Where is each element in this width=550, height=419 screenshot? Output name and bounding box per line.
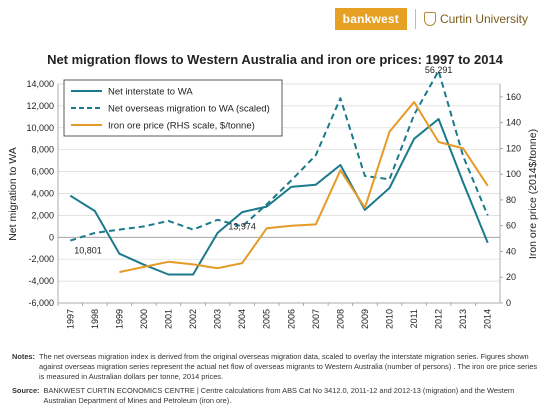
source-label: Source: (12, 386, 40, 395)
left-tick-label: 0 (49, 232, 54, 242)
x-tick-label: 2003 (213, 309, 223, 329)
legend-label: Net overseas migration to WA (scaled) (108, 104, 270, 115)
right-axis-ticks: 0 20 40 60 80 100 120 140 160 (500, 92, 521, 308)
annotation-layer: 10,801 13,974 56,291 (74, 65, 452, 256)
notes-text: The net overseas migration index is deri… (39, 352, 538, 381)
x-tick-label: 2002 (188, 309, 198, 329)
right-tick-label: 160 (506, 92, 521, 102)
x-tick-label: 2014 (483, 309, 493, 329)
x-tick-label: 2009 (360, 309, 370, 329)
right-tick-label: 0 (506, 298, 511, 308)
x-tick-label: 1998 (90, 309, 100, 329)
left-tick-label: 14,000 (26, 79, 54, 89)
legend-label: Net interstate to WA (108, 87, 193, 98)
left-tick-label: 12,000 (26, 101, 54, 111)
curtin-logo-text: Curtin University (439, 12, 528, 26)
annotation-label: 56,291 (425, 65, 453, 75)
left-tick-label: 6,000 (31, 167, 54, 177)
legend-box (63, 79, 283, 137)
x-tick-label: 2007 (311, 309, 321, 329)
left-tick-label: 4,000 (31, 189, 54, 199)
legend-label: Iron ore price (RHS scale, $/tonne) (108, 121, 255, 132)
right-tick-label: 100 (506, 169, 521, 179)
header-logos: bankwest Curtin University (334, 8, 528, 30)
curtin-crest-icon (423, 12, 436, 26)
left-tick-label: 10,000 (26, 123, 54, 133)
right-tick-label: 20 (506, 272, 516, 282)
left-tick-label: 2,000 (31, 210, 54, 220)
x-axis-ticks: 1997 1998 1999 2000 2001 2002 2003 2004 2005 2006… (57, 303, 493, 329)
series-layer (69, 69, 489, 276)
y-axis-label: Net migration to WA (7, 147, 19, 241)
left-tick-label: -2,000 (28, 254, 54, 264)
series-line-net-overseas (70, 69, 489, 242)
left-tick-label: -4,000 (28, 276, 54, 286)
x-tick-label: 2012 (434, 309, 444, 329)
logo-divider (414, 9, 416, 29)
x-tick-label: 1999 (114, 309, 124, 329)
series-line-iron-ore (119, 101, 489, 274)
notes-label: Notes: (12, 352, 35, 361)
curtin-logo: Curtin University (423, 12, 528, 26)
x-tick-label: 2010 (385, 309, 395, 329)
y2-axis-label: Iron ore price (2014$/tonne) (527, 129, 539, 259)
notes-block: Notes: The net overseas migration index … (12, 352, 540, 406)
left-tick-label: -6,000 (28, 298, 54, 308)
x-tick-label: 2004 (237, 309, 247, 329)
x-tick-label: 1997 (65, 309, 75, 329)
x-tick-label: 2011 (409, 309, 419, 328)
left-tick-label: 8,000 (31, 145, 54, 155)
right-tick-label: 60 (506, 221, 516, 231)
annotation-label: 10,801 (74, 245, 102, 255)
x-tick-label: 2013 (458, 309, 468, 329)
chart-title: Net migration flows to Western Australia… (47, 52, 503, 67)
left-axis-ticks: -6,000 -4,000 -2,000 0 2,000 4,000 6,000 8,000 1… (26, 79, 54, 308)
right-tick-label: 140 (506, 118, 521, 128)
x-tick-label: 2000 (139, 309, 149, 329)
annotation-label: 13,974 (228, 221, 256, 231)
right-tick-label: 40 (506, 246, 516, 256)
x-tick-label: 2008 (335, 309, 345, 329)
x-tick-label: 2001 (164, 309, 174, 329)
legend: Net interstate to WA Net overseas migrati… (63, 79, 283, 137)
source-text: BANKWEST CURTIN ECONOMICS CENTRE | Centr… (43, 386, 515, 405)
x-tick-label: 2006 (286, 309, 296, 329)
right-tick-label: 80 (506, 195, 516, 205)
series-line-net-interstate (69, 118, 489, 276)
bankwest-logo: bankwest (334, 8, 407, 30)
right-tick-label: 120 (506, 143, 521, 153)
x-tick-label: 2005 (262, 309, 272, 329)
